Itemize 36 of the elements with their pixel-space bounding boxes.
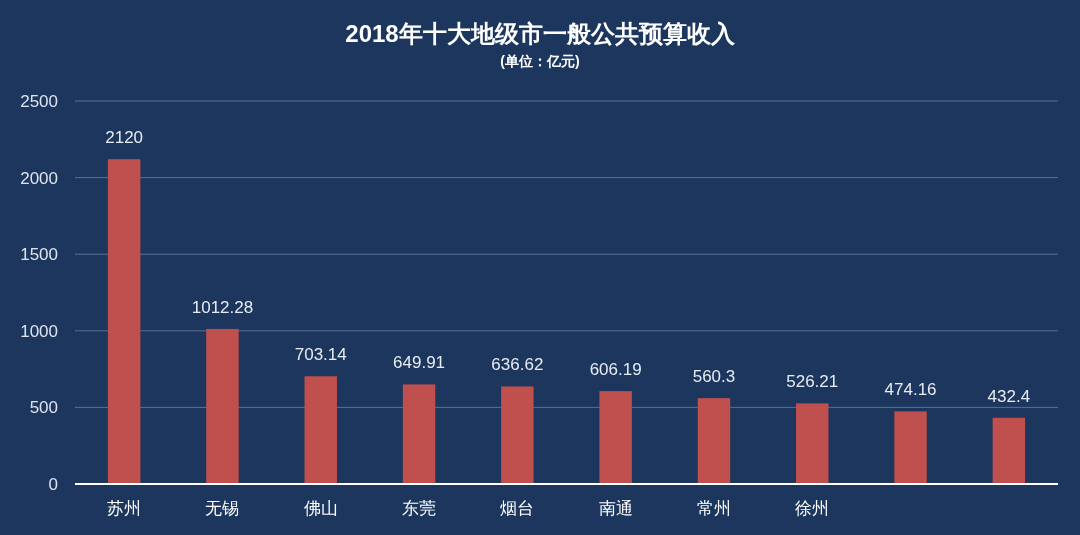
x-tick-label: 苏州 bbox=[107, 499, 142, 518]
x-tick-label: 东莞 bbox=[402, 499, 437, 518]
y-tick-label: 0 bbox=[48, 475, 58, 494]
bar bbox=[402, 384, 436, 484]
y-tick-label: 500 bbox=[29, 398, 58, 418]
data-label: 474.16 bbox=[884, 380, 937, 400]
bar bbox=[599, 391, 632, 484]
x-tick-label: 烟台 bbox=[500, 499, 535, 518]
x-tick-label: 徐州 bbox=[795, 499, 830, 518]
data-label: 2120 bbox=[105, 128, 144, 148]
y-tick-label: 1500 bbox=[20, 245, 58, 265]
y-tick-label: 1000 bbox=[20, 321, 58, 341]
x-tick-label: 无锡 bbox=[205, 499, 240, 518]
chart-subtitle: (单位：亿元) bbox=[500, 53, 580, 69]
data-label: 636.62 bbox=[491, 355, 544, 375]
y-tick-label: 2000 bbox=[20, 168, 58, 188]
bar bbox=[697, 398, 731, 484]
bar bbox=[501, 386, 534, 484]
data-label: 703.14 bbox=[294, 345, 347, 365]
x-tick-label: 南通 bbox=[598, 499, 633, 518]
bar bbox=[992, 417, 1026, 484]
data-label: 1012.28 bbox=[191, 297, 254, 317]
chart-title: 2018年十大地级市一般公共预算收入 bbox=[345, 20, 736, 47]
x-tick-label: 佛山 bbox=[303, 499, 338, 518]
bar bbox=[206, 328, 239, 484]
x-tick-label: 常州 bbox=[696, 499, 731, 518]
data-label: 560.3 bbox=[692, 367, 736, 387]
y-tick-label: 2500 bbox=[20, 92, 58, 111]
bar bbox=[796, 403, 829, 484]
data-label: 649.91 bbox=[393, 353, 446, 373]
bar bbox=[894, 411, 927, 484]
bar bbox=[304, 376, 337, 484]
bar bbox=[107, 159, 141, 484]
data-label: 606.19 bbox=[589, 360, 642, 380]
data-label: 526.21 bbox=[786, 372, 839, 392]
data-label: 432.4 bbox=[987, 386, 1031, 406]
